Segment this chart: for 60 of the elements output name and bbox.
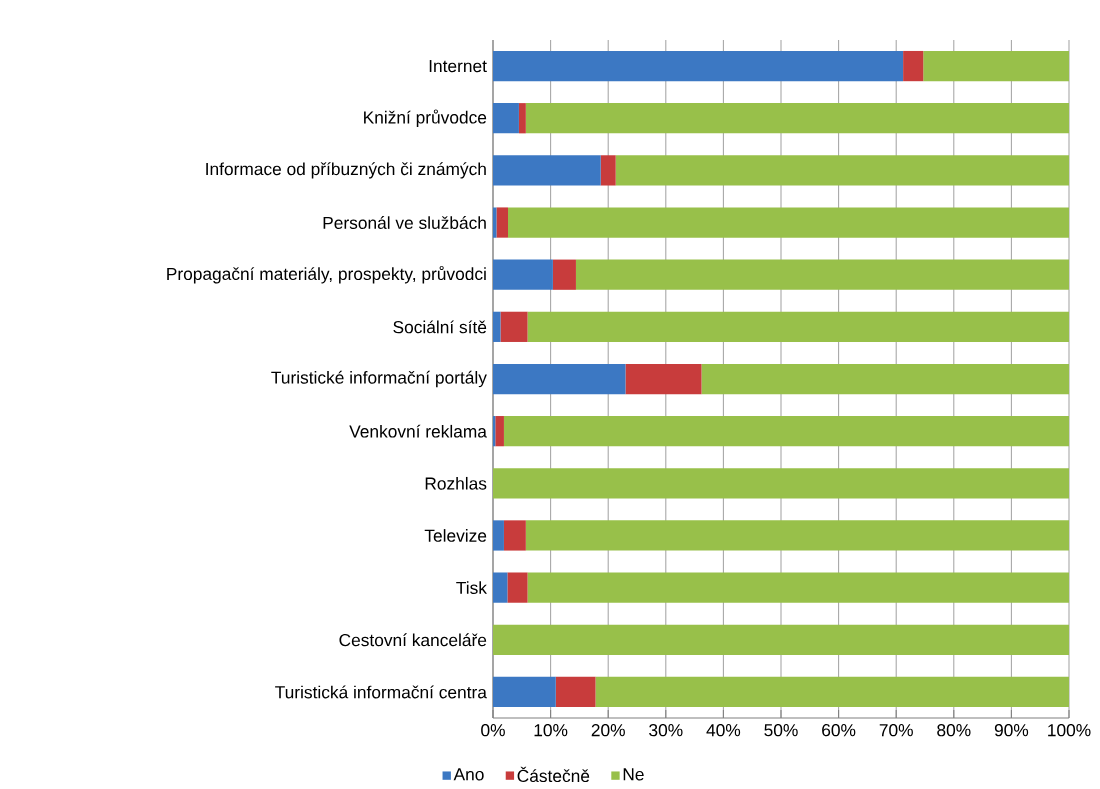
- bar: [600, 155, 616, 186]
- bar: [625, 363, 702, 395]
- x-tick-label: 100%: [1048, 724, 1091, 737]
- y-tick-label: Internet: [429, 60, 487, 73]
- y-tick-label: Televize: [424, 529, 487, 542]
- bar: [903, 50, 924, 82]
- bar: [525, 520, 1069, 551]
- x-tick-label: 30%: [649, 724, 683, 737]
- legend-label: Ne: [623, 768, 644, 781]
- bar: [595, 676, 1069, 708]
- bar: [493, 311, 501, 342]
- y-tick-label: Personál ve službách: [323, 216, 486, 229]
- bar: [507, 572, 528, 603]
- y-tick-label: Rozhlas: [425, 476, 487, 490]
- x-tick-label: 40%: [706, 724, 741, 737]
- bar: [493, 50, 904, 82]
- y-tick-label: Cestovní kanceláře: [339, 633, 487, 647]
- y-tick-label: Turistická informační centra: [275, 685, 487, 699]
- bar: [503, 520, 526, 551]
- x-tick-label: 60%: [822, 724, 856, 737]
- x-tick-label: 50%: [764, 724, 798, 737]
- bar: [507, 207, 1069, 238]
- bar: [555, 676, 596, 708]
- bar: [493, 468, 1069, 499]
- bar: [575, 259, 1069, 290]
- bar: [495, 416, 504, 447]
- bar: [496, 207, 508, 238]
- bar: [493, 259, 553, 290]
- bar: [615, 155, 1069, 186]
- legend-label: Ano: [453, 768, 484, 781]
- y-tick-label: Informace od příbuzných či známých: [206, 162, 486, 179]
- y-tick-label: Tisk: [456, 581, 487, 594]
- bar: [701, 363, 1069, 395]
- x-tick-label: 0%: [481, 724, 505, 737]
- bar: [527, 311, 1069, 342]
- y-tick-label: Venkovní reklama: [349, 424, 487, 438]
- bar: [493, 103, 519, 134]
- y-tick-label: Knižní průvodce: [364, 109, 487, 128]
- y-tick-label: Sociální sítě: [393, 320, 487, 334]
- x-tick-label: 20%: [591, 724, 625, 737]
- bar: [527, 572, 1069, 603]
- legend-label: Částečně: [517, 766, 590, 783]
- y-tick-label: Turistické informační portály: [271, 370, 487, 388]
- x-tick-label: 90%: [994, 724, 1029, 737]
- bar: [493, 572, 508, 603]
- bar: [503, 416, 1069, 447]
- bar: [493, 520, 504, 551]
- x-tick-label: 10%: [534, 724, 568, 737]
- x-tick-label: 80%: [937, 724, 971, 737]
- bar: [493, 155, 601, 186]
- bar: [552, 259, 576, 290]
- x-tick-label: 70%: [879, 724, 913, 737]
- bar: [493, 363, 626, 395]
- bar: [493, 624, 1069, 655]
- bar: [525, 103, 1069, 134]
- bar: [493, 676, 556, 708]
- bar: [500, 311, 528, 342]
- bar: [923, 50, 1069, 82]
- bar: [518, 103, 526, 134]
- y-tick-label: Propagační materiály, prospekty, průvodci: [167, 265, 486, 284]
